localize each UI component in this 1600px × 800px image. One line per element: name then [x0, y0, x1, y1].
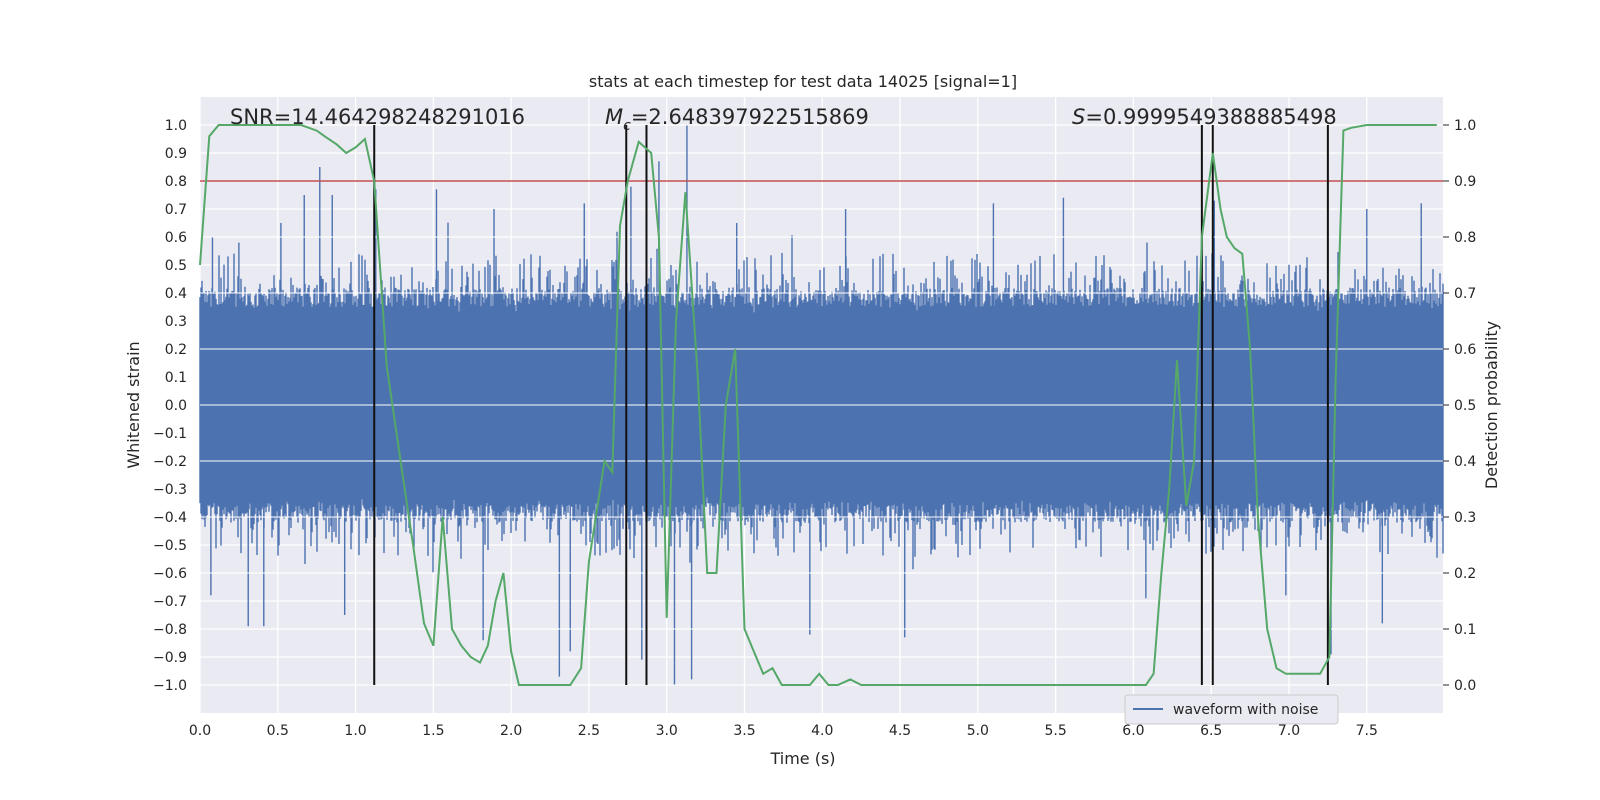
y-tick-label: 0.1: [165, 370, 187, 386]
x-axis-label: Time (s): [769, 749, 835, 768]
x-tick-label: 0.0: [189, 723, 211, 739]
y-tick-label: −0.9: [153, 650, 187, 666]
y-tick-label: 0.2: [165, 342, 187, 358]
y2-tick-label: 0.4: [1454, 454, 1476, 470]
y-tick-label: −0.2: [153, 454, 187, 470]
y-tick-label: 0.4: [165, 286, 187, 302]
y-tick-label: −1.0: [153, 678, 187, 694]
y-tick-label: 0.8: [165, 174, 187, 190]
y-tick-label: −0.5: [153, 538, 187, 554]
legend-label: waveform with noise: [1173, 702, 1318, 718]
x-tick-label: 3.0: [656, 723, 678, 739]
x-tick-label: 2.0: [500, 723, 522, 739]
y-tick-label: 0.7: [165, 202, 187, 218]
marker-lines: [373, 125, 1329, 685]
y2-tick-label: 0.1: [1454, 622, 1476, 638]
y-tick-label: 0.6: [165, 230, 187, 246]
y-tick-label: 0.5: [165, 258, 187, 274]
x-tick-label: 5.5: [1044, 723, 1066, 739]
y-tick-label: −0.1: [153, 426, 187, 442]
x-tick-label: 6.0: [1122, 723, 1144, 739]
x-tick-label: 0.5: [267, 723, 289, 739]
y-tick-label: 0.0: [165, 398, 187, 414]
y-tick-label: −0.4: [153, 510, 187, 526]
y2-tick-label: 0.6: [1454, 342, 1476, 358]
y2-tick-label: 0.5: [1454, 398, 1476, 414]
x-tick-label: 1.0: [344, 723, 366, 739]
y2-tick-label: 0.9: [1454, 174, 1476, 190]
chirp-mass-value: =2.648397922515869: [631, 105, 869, 129]
x-tick-label: 4.5: [889, 723, 911, 739]
y-tick-label: 1.0: [165, 118, 187, 134]
x-ticks: 0.0 0.5 1.0 1.5 2.0 2.5 3.0 3.5 4.0 4.5 5.0 5.5 6.0 6…: [189, 723, 1378, 739]
x-tick-label: 2.5: [578, 723, 600, 739]
y-tick-label: −0.8: [153, 622, 187, 638]
y-tick-label: −0.6: [153, 566, 187, 582]
x-tick-label: 7.5: [1356, 723, 1378, 739]
legend: waveform with noise: [1124, 694, 1339, 725]
y-tick-label: −0.7: [153, 594, 187, 610]
chirp-mass-symbol: M: [605, 105, 623, 129]
y-axis-label: Whitened strain: [124, 341, 143, 468]
y2-axis-label: Detection probability: [1482, 321, 1501, 489]
y2-tick-label: 0.3: [1454, 510, 1476, 526]
chirp-mass-annotation: Mc=2.648397922515869: [605, 105, 869, 134]
y2-tick-label: 1.0: [1454, 118, 1476, 134]
x-tick-label: 4.0: [811, 723, 833, 739]
y-tick-label: −0.3: [153, 482, 187, 498]
y2-tick-label: 0.7: [1454, 286, 1476, 302]
x-tick-label: 5.0: [967, 723, 989, 739]
score-symbol: S: [1072, 105, 1085, 129]
probability-series: [199, 124, 1437, 686]
x-tick-label: 1.5: [422, 723, 444, 739]
x-tick-label: 6.5: [1200, 723, 1222, 739]
score-value: =0.9999549388885498: [1085, 105, 1336, 129]
y2-tick-label: 0.2: [1454, 566, 1476, 582]
chart-title: stats at each timestep for test data 140…: [589, 72, 1017, 91]
x-tick-label: 7.0: [1278, 723, 1300, 739]
y2-ticks: 1.0 0.9 0.8 0.7 0.6 0.5 0.4 0.3 0.2 0.1 0.0: [1443, 118, 1476, 694]
y2-tick-label: 0.0: [1454, 678, 1476, 694]
y-tick-label: 0.3: [165, 314, 187, 330]
snr-annotation: SNR=14.464298248291016: [230, 105, 525, 129]
y-ticks: 1.0 0.9 0.8 0.7 0.6 0.5 0.4 0.3 0.2 0.1 0.0 −0.1 −0.…: [153, 118, 187, 694]
y2-tick-label: 0.8: [1454, 230, 1476, 246]
chirp-mass-subscript: c: [623, 118, 631, 134]
score-annotation: S=0.9999549388885498: [1072, 105, 1337, 129]
legend-box: [1124, 694, 1339, 725]
x-tick-label: 3.5: [733, 723, 755, 739]
y-tick-label: 0.9: [165, 146, 187, 162]
